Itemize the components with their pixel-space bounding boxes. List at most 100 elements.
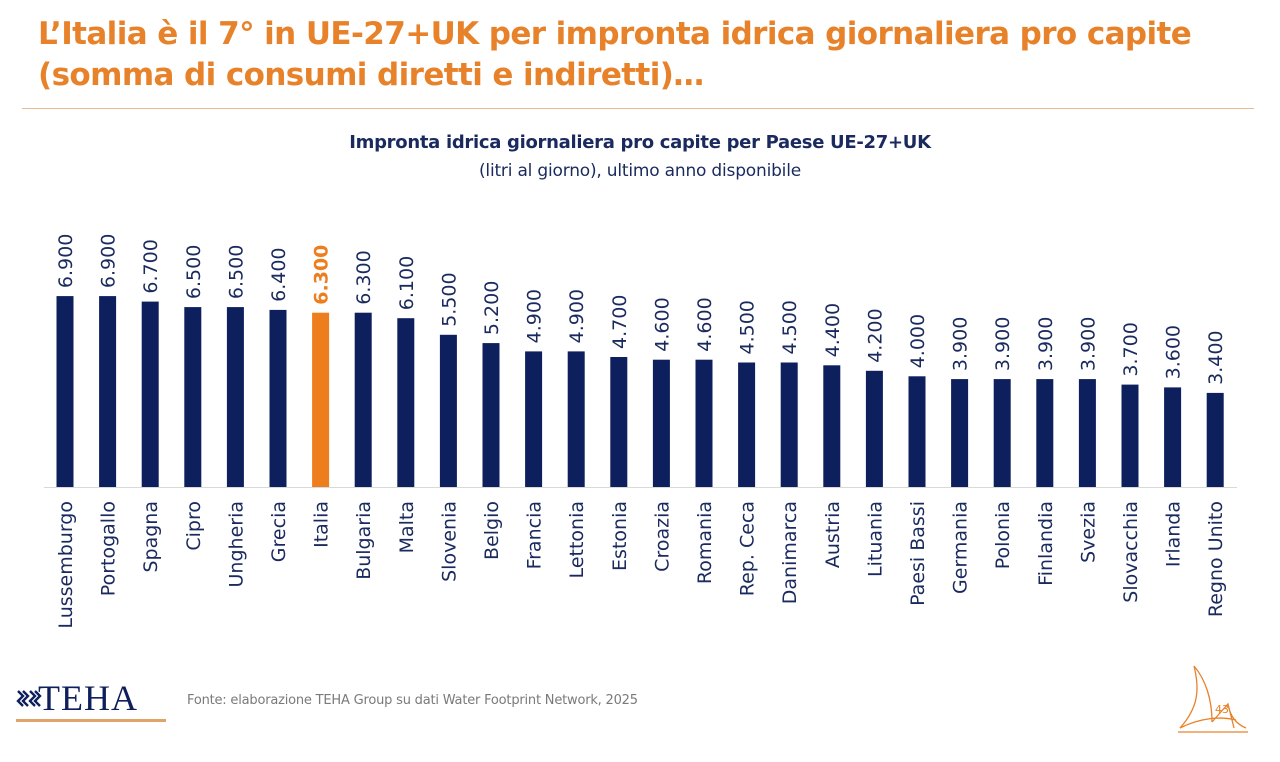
bar-italia xyxy=(312,312,330,487)
value-label: 6.900 xyxy=(55,234,77,288)
category-label: Romania xyxy=(694,501,716,584)
category-label: Malta xyxy=(396,501,418,553)
category-label: Austria xyxy=(822,501,844,568)
value-label: 6.900 xyxy=(98,234,120,288)
sail-logo-icon xyxy=(1178,665,1248,733)
bar-grecia xyxy=(269,309,287,487)
value-label: 3.400 xyxy=(1205,330,1227,384)
bar-estonia xyxy=(610,357,628,487)
bar-croazia xyxy=(652,359,670,487)
value-label: 4.000 xyxy=(907,314,929,368)
bar-portogallo xyxy=(99,296,117,487)
value-label: 4.600 xyxy=(694,297,716,351)
category-label: Irlanda xyxy=(1163,501,1185,567)
bar-germania xyxy=(951,379,969,487)
category-label: Slovacchia xyxy=(1120,501,1142,603)
bar-ungheria xyxy=(226,307,244,487)
category-label: Cipro xyxy=(183,501,205,551)
bar-lettonia xyxy=(567,351,585,487)
category-labels-group: Lussemburgo Portogallo Spagna Cipro Ungheria… xyxy=(55,501,1227,629)
bar-danimarca xyxy=(780,362,798,487)
bar-bulgaria xyxy=(354,312,372,487)
bars-group xyxy=(56,296,1224,487)
value-label: 4.200 xyxy=(864,308,886,362)
bar-paesi-bassi xyxy=(908,376,926,487)
bar-malta xyxy=(397,318,415,487)
value-label: 6.700 xyxy=(140,239,162,293)
value-label: 3.900 xyxy=(992,317,1014,371)
teha-logo: TEHA xyxy=(16,678,138,718)
value-label: 6.100 xyxy=(396,256,418,310)
title-divider xyxy=(22,108,1254,109)
slide-title-line-1: L’Italia è il 7° in UE-27+UK per impront… xyxy=(38,16,1192,52)
bar-belgio xyxy=(482,343,500,487)
category-label: Estonia xyxy=(609,501,631,571)
value-label: 3.900 xyxy=(1077,317,1099,371)
category-label: Francia xyxy=(524,501,546,569)
category-label: Danimarca xyxy=(779,501,801,604)
category-label: Polonia xyxy=(992,501,1014,569)
value-label: 3.700 xyxy=(1120,322,1142,376)
category-label: Rep. Ceca xyxy=(737,501,759,596)
category-label: Portogallo xyxy=(98,501,120,596)
chart-subtitle: (litri al giorno), ultimo anno disponibi… xyxy=(478,161,801,181)
category-label: Italia xyxy=(311,501,333,548)
value-label: 5.500 xyxy=(438,272,460,326)
logo-underline xyxy=(16,719,166,722)
value-label: 4.900 xyxy=(524,289,546,343)
category-label: Lituania xyxy=(864,501,886,577)
category-label: Lettonia xyxy=(566,501,588,578)
value-label: 3.900 xyxy=(1035,317,1057,371)
chart-title: Impronta idrica giornaliera pro capite p… xyxy=(349,132,931,153)
source-note: Fonte: elaborazione TEHA Group su dati W… xyxy=(187,693,638,708)
teha-logo-text: TEHA xyxy=(38,678,138,718)
value-label: 6.500 xyxy=(225,245,247,299)
bar-irlanda xyxy=(1164,387,1182,487)
category-label: Svezia xyxy=(1077,501,1099,563)
category-label: Spagna xyxy=(140,501,162,573)
value-label: 6.400 xyxy=(268,247,290,301)
category-label: Paesi Bassi xyxy=(907,501,929,606)
value-labels-group: 6.900 6.900 6.700 6.500 6.500 6.400 6.300 6.300… xyxy=(55,234,1227,385)
slide-title: L’Italia è il 7° in UE-27+UK per impront… xyxy=(38,14,1238,96)
value-label: 3.900 xyxy=(950,317,972,371)
page-number: 43 xyxy=(1215,703,1229,716)
bar-slovenia xyxy=(439,334,457,487)
category-label: Belgio xyxy=(481,501,503,560)
bar-regno-unito xyxy=(1206,392,1224,487)
value-label: 4.700 xyxy=(609,295,631,349)
bar-rep-ceca xyxy=(738,362,756,487)
bar-cipro xyxy=(184,307,202,487)
bar-austria xyxy=(823,365,841,487)
bar-finlandia xyxy=(1036,379,1054,487)
bar-lussemburgo xyxy=(56,296,74,487)
value-label: 3.600 xyxy=(1163,325,1185,379)
bar-chart: 6.900 6.900 6.700 6.500 6.500 6.400 6.300 6.300… xyxy=(44,234,1237,629)
bar-lituania xyxy=(865,370,883,487)
value-label: 4.500 xyxy=(737,300,759,354)
value-label: 6.500 xyxy=(183,245,205,299)
category-label: Ungheria xyxy=(225,501,247,587)
category-label: Slovenia xyxy=(438,501,460,582)
bar-spagna xyxy=(141,301,159,487)
value-label: 4.600 xyxy=(651,297,673,351)
value-label: 4.400 xyxy=(822,303,844,357)
category-label: Finlandia xyxy=(1035,501,1057,586)
value-label: 5.200 xyxy=(481,281,503,335)
value-label: 4.500 xyxy=(779,300,801,354)
value-label: 6.300 xyxy=(353,250,375,304)
value-label: 6.300 xyxy=(311,245,333,305)
category-label: Germania xyxy=(950,501,972,594)
bar-romania xyxy=(695,359,713,487)
category-label: Regno Unito xyxy=(1205,501,1227,617)
bar-polonia xyxy=(993,379,1011,487)
category-label: Bulgaria xyxy=(353,501,375,580)
teha-logo-mark-icon xyxy=(16,690,42,707)
category-label: Croazia xyxy=(651,501,673,572)
category-label: Lussemburgo xyxy=(55,501,77,629)
slide-title-line-2: (somma di consumi diretti e indiretti)… xyxy=(38,57,704,93)
value-label: 4.900 xyxy=(566,289,588,343)
bar-francia xyxy=(525,351,543,487)
category-label: Grecia xyxy=(268,501,290,562)
bar-slovacchia xyxy=(1121,384,1139,487)
